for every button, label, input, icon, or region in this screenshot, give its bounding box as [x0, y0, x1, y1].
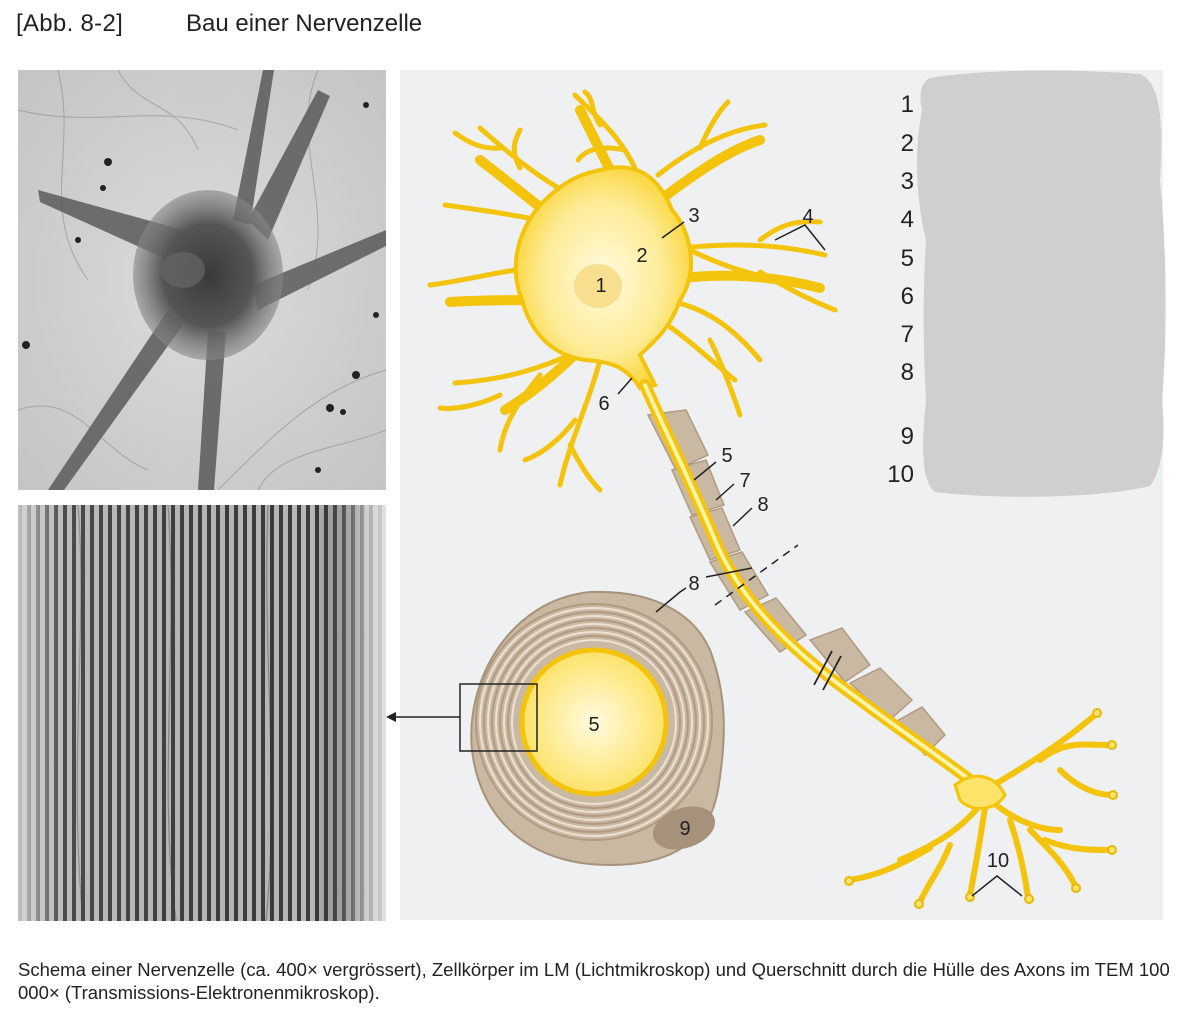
label-cytoplasm: 2	[636, 245, 647, 267]
legend-number: 4	[901, 206, 914, 233]
schwann-nucleus	[652, 806, 716, 850]
figure-title: Bau einer Nervenzelle	[186, 10, 423, 37]
interruption-mark	[813, 650, 842, 691]
legend-number: 6	[901, 283, 914, 310]
tem-photo-myelin	[18, 505, 386, 921]
label-node: 7	[739, 470, 750, 492]
legend-number: 10	[887, 461, 914, 488]
label-axon-hillock: 6	[598, 393, 609, 415]
label-myelin: 8	[757, 494, 768, 516]
axon-cross-section	[470, 590, 725, 867]
legend-number: 1	[901, 91, 914, 118]
label-dendrite: 4	[802, 206, 813, 228]
label-myelin-section: 8	[688, 573, 699, 595]
label-membrane: 3	[688, 205, 699, 227]
figure-number: [Abb. 8-2]	[16, 10, 124, 37]
legend-number: 8	[901, 359, 914, 386]
label-axon: 5	[721, 445, 732, 467]
label-terminal: 10	[987, 850, 1009, 872]
legend-number: 3	[901, 168, 914, 195]
legend-number: 2	[901, 130, 914, 157]
section-line	[714, 544, 799, 606]
figure-caption: Schema einer Nervenzelle (ca. 400× vergr…	[18, 959, 1170, 1003]
legend-number: 5	[901, 245, 914, 272]
label-axon-core: 5	[588, 714, 599, 736]
legend-number: 7	[901, 321, 914, 348]
lm-photo-cell-body	[18, 70, 386, 490]
label-schwann-nucleus: 9	[679, 818, 690, 840]
axon-terminal	[847, 712, 1115, 905]
legend-number: 9	[901, 423, 914, 450]
label-nucleus: 1	[595, 275, 606, 297]
redaction-box	[917, 70, 1166, 497]
nucleus	[574, 264, 622, 308]
